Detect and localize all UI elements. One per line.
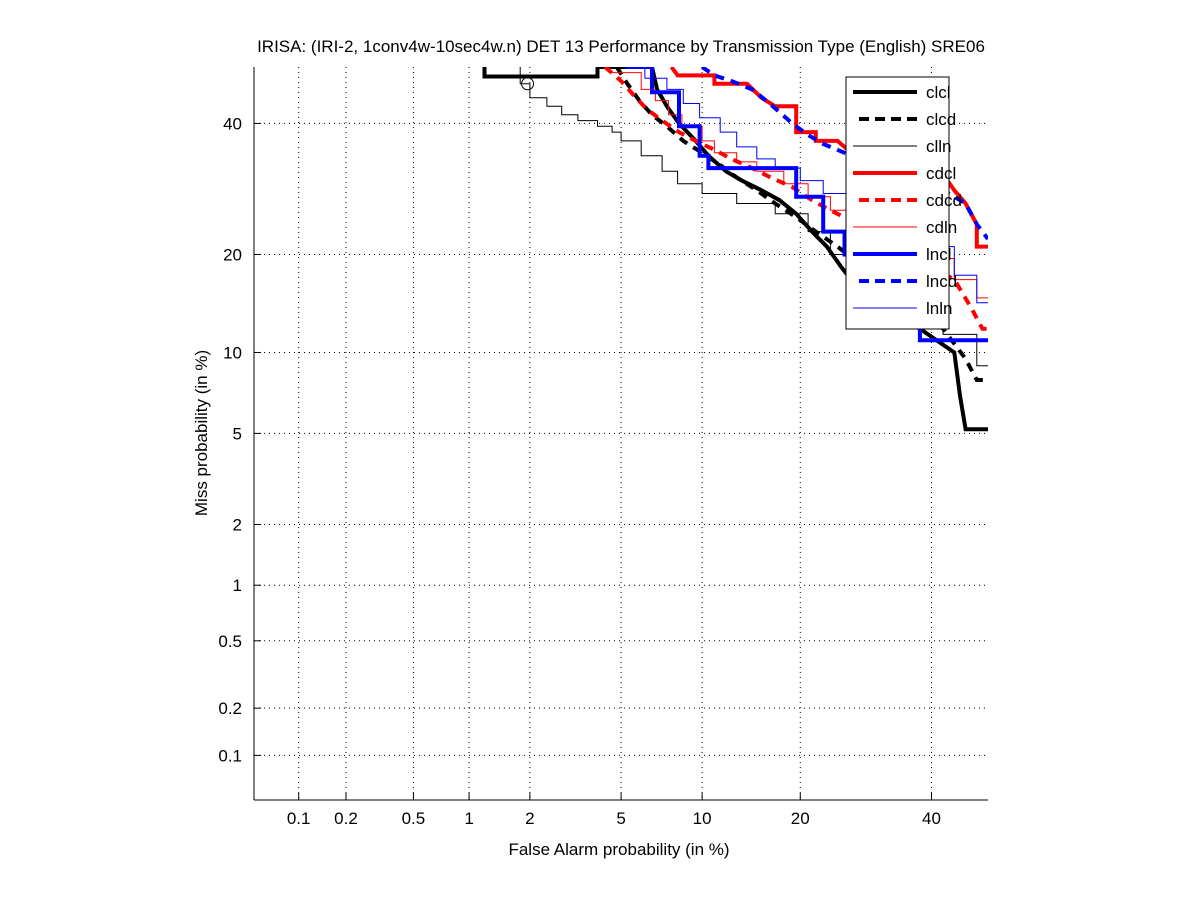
legend: clcl clcd clln cdcl cdcd cdln lncl lncd lnln [845, 76, 962, 330]
legend-label-clcl: clcl [926, 83, 951, 102]
legend-label-cdcd: cdcd [926, 191, 962, 210]
curve-lncd [700, 67, 988, 241]
operating-point-marker [521, 77, 535, 91]
y-axis-label: Miss probability (in %) [192, 350, 211, 516]
curve-cdcd [603, 67, 988, 331]
y-tick-label: 40 [223, 114, 242, 133]
y-tick-label: 20 [223, 245, 242, 264]
x-tick-label: 0.2 [334, 809, 358, 828]
x-tick-label: 5 [616, 809, 625, 828]
y-tick-label: 0.5 [218, 632, 242, 651]
curve-cdcl [669, 67, 988, 249]
y-tick-label: 0.1 [218, 746, 242, 765]
legend-label-clln: clln [926, 137, 952, 156]
y-tick-label: 2 [233, 515, 242, 534]
legend-label-clcd: clcd [926, 110, 956, 129]
x-tick-label: 0.1 [287, 809, 311, 828]
legend-label-lnln: lnln [926, 299, 952, 318]
legend-label-cdln: cdln [926, 218, 957, 237]
legend-label-lncd: lncd [926, 272, 957, 291]
x-tick-label: 40 [922, 809, 941, 828]
y-tick-label: 0.2 [218, 699, 242, 718]
legend-label-cdcl: cdcl [926, 164, 956, 183]
x-tick-label: 2 [525, 809, 534, 828]
x-tick-label: 20 [791, 809, 810, 828]
x-tick-label: 0.5 [402, 809, 426, 828]
y-axis-ticks: 0.1 0.2 0.5 1 2 5 10 20 40 [218, 114, 261, 765]
legend-label-lncl: lncl [926, 245, 952, 264]
grid-lines [254, 67, 988, 800]
x-tick-label: 10 [693, 809, 712, 828]
y-tick-label: 10 [223, 343, 242, 362]
x-tick-label: 1 [464, 809, 473, 828]
x-axis-label: False Alarm probability (in %) [508, 840, 729, 859]
y-tick-label: 5 [233, 424, 242, 443]
x-axis-ticks: 0.1 0.2 0.5 1 2 5 10 20 40 [287, 793, 941, 828]
chart-title: IRISA: (IRI-2, 1conv4w-10sec4w.n) DET 13… [257, 37, 985, 56]
y-tick-label: 1 [233, 576, 242, 595]
annotations [521, 77, 535, 91]
